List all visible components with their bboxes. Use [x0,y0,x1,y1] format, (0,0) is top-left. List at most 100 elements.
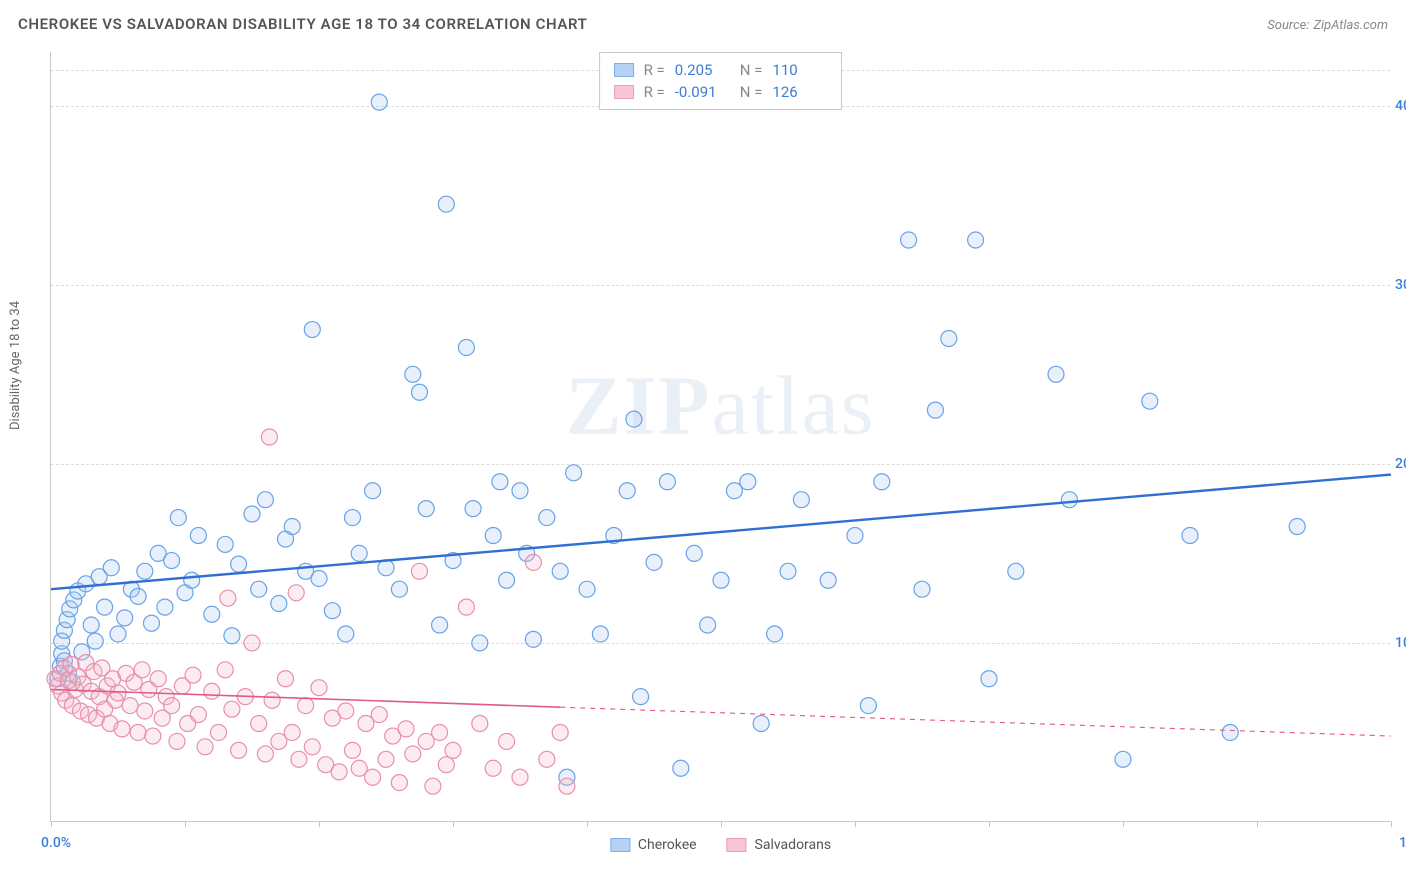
scatter-point [539,510,555,526]
scatter-point [472,716,488,732]
scatter-point [371,94,387,110]
source-attribution: Source: ZipAtlas.com [1267,14,1388,33]
scatter-svg [51,52,1390,821]
scatter-point [378,751,394,767]
scatter-point [793,492,809,508]
scatter-point [539,751,555,767]
scatter-point [619,483,635,499]
scatter-point [197,739,213,755]
y-tick-label: 40.0% [1395,98,1406,114]
scatter-point [217,662,233,678]
scatter-point [231,742,247,758]
legend-item-cherokee: Cherokee [610,837,697,853]
scatter-point [284,519,300,535]
scatter-point [525,554,541,570]
scatter-point [492,474,508,490]
r-value-1: -0.091 [675,83,730,101]
scatter-point [1008,563,1024,579]
scatter-point [968,232,984,248]
scatter-point [137,703,153,719]
scatter-point [211,724,227,740]
scatter-point [391,775,407,791]
y-axis-label: Disability Age 18 to 34 [8,301,23,430]
scatter-point [425,778,441,794]
scatter-point [626,411,642,427]
scatter-point [1048,366,1064,382]
scatter-point [169,733,185,749]
scatter-point [97,599,113,615]
scatter-point [137,563,153,579]
stats-row-salvadorans: R = -0.091 N = 126 [614,81,828,103]
scatter-point [244,635,260,651]
x-tick-mark [1123,821,1124,827]
scatter-point [418,501,434,517]
scatter-point [298,698,314,714]
scatter-point [190,527,206,543]
scatter-point [412,563,428,579]
scatter-point [566,465,582,481]
scatter-point [204,606,220,622]
scatter-point [499,572,515,588]
scatter-point [1115,751,1131,767]
scatter-point [432,724,448,740]
scatter-point [485,760,501,776]
scatter-point [304,739,320,755]
scatter-point [633,689,649,705]
scatter-point [405,746,421,762]
y-tick-label: 30.0% [1395,277,1406,293]
scatter-point [847,527,863,543]
r-label-1: R = [644,83,665,101]
scatter-point [264,692,280,708]
scatter-point [164,698,180,714]
scatter-point [185,667,201,683]
scatter-point [204,683,220,699]
scatter-point [860,698,876,714]
scatter-point [144,615,160,631]
trend-line-dashed [560,707,1391,736]
plot-area: ZIPatlas 10.0%20.0%30.0%40.0% R = 0.205 … [50,52,1390,822]
scatter-point [170,510,186,526]
scatter-point [740,474,756,490]
scatter-point [398,721,414,737]
scatter-point [338,626,354,642]
y-tick-label: 10.0% [1395,635,1406,651]
scatter-point [659,474,675,490]
scatter-point [405,366,421,382]
scatter-point [130,724,146,740]
scatter-point [338,703,354,719]
scatter-point [145,728,161,744]
x-tick-mark [855,821,856,827]
scatter-point [130,588,146,604]
scatter-point [110,626,126,642]
scatter-point [164,553,180,569]
scatter-point [304,322,320,338]
x-tick-mark [1391,821,1392,827]
scatter-point [412,384,428,400]
x-tick-mark [51,821,52,827]
r-label-0: R = [644,61,665,79]
x-tick-label-min: 0.0% [41,835,71,851]
x-tick-mark [1257,821,1258,827]
scatter-point [157,599,173,615]
scatter-point [874,474,890,490]
scatter-point [767,626,783,642]
r-value-0: 0.205 [675,61,730,79]
scatter-point [391,581,407,597]
scatter-point [345,742,361,758]
chart-title: CHEROKEE VS SALVADORAN DISABILITY AGE 18… [18,15,587,33]
scatter-point [184,572,200,588]
x-tick-mark [185,821,186,827]
x-tick-mark [587,821,588,827]
scatter-point [87,633,103,649]
scatter-point [1061,492,1077,508]
scatter-point [251,716,267,732]
scatter-point [244,506,260,522]
scatter-point [122,698,138,714]
scatter-point [110,685,126,701]
scatter-point [284,724,300,740]
y-tick-label: 20.0% [1395,456,1406,472]
stats-row-cherokee: R = 0.205 N = 110 [614,59,828,81]
scatter-point [472,635,488,651]
scatter-point [458,339,474,355]
scatter-point [592,626,608,642]
